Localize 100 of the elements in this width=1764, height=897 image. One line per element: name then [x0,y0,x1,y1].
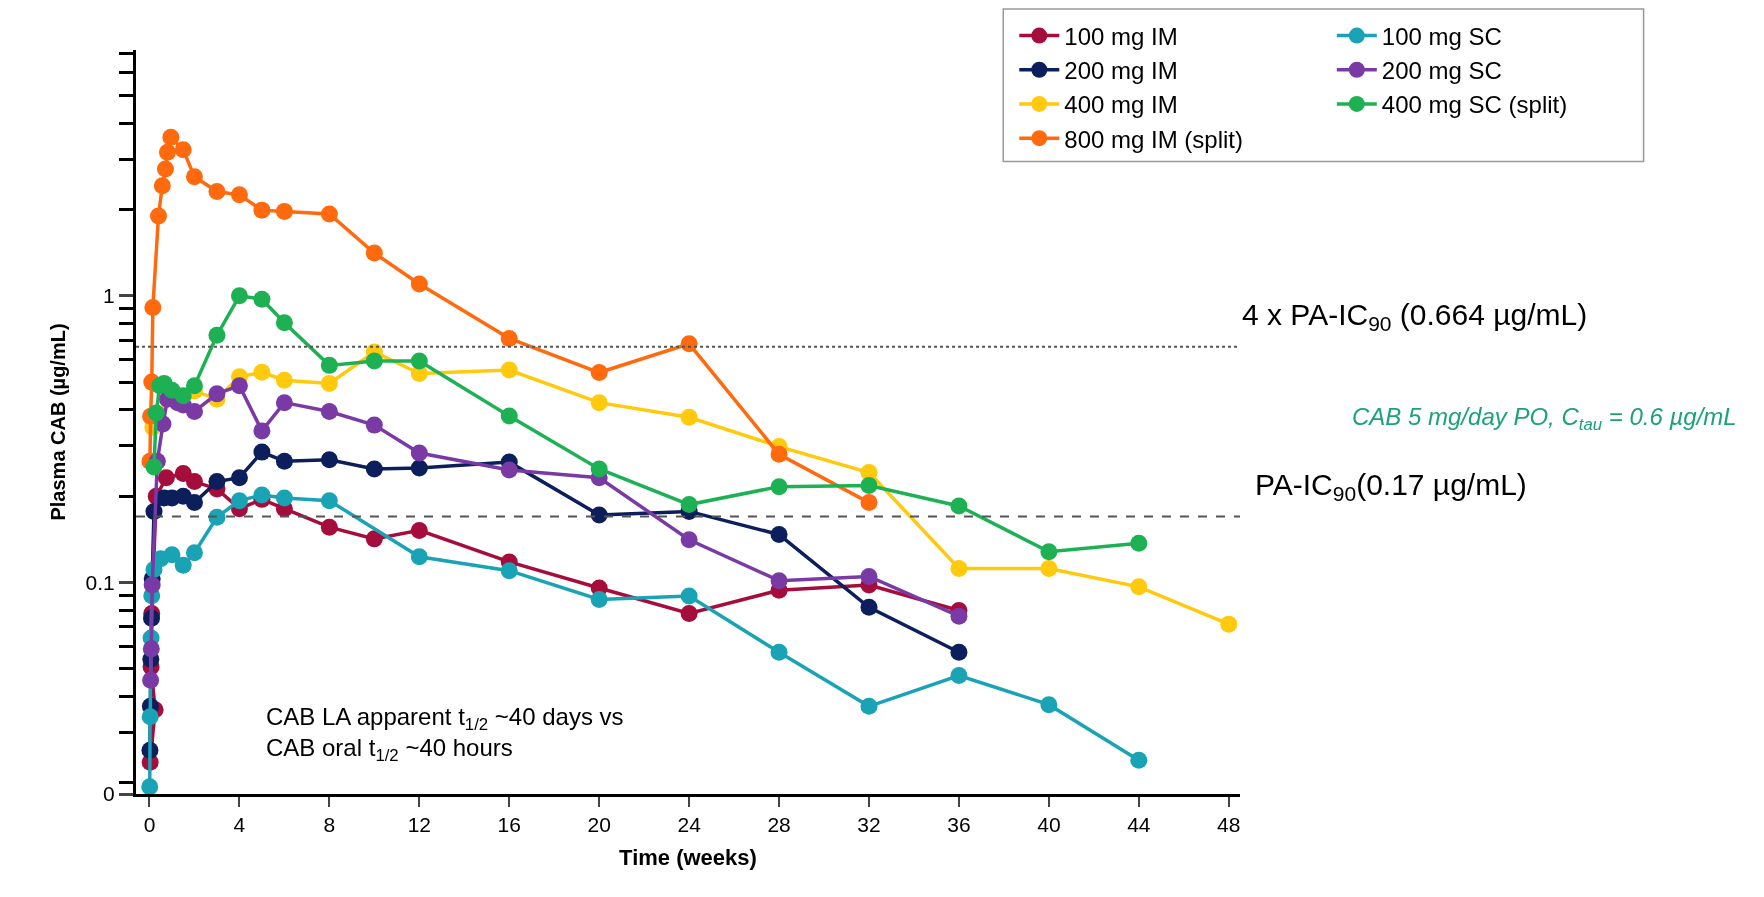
x-axis-title: Time (weeks) [619,844,757,870]
point [590,394,608,412]
point [410,444,428,462]
point [157,469,175,487]
x-tick-label: 12 [407,812,431,836]
point [208,385,226,403]
ref-line-label: 4 x PA-IC$_{90}$ (0.664 µg/mL) [1242,298,1588,336]
x-tick-label: 48 [1217,812,1241,836]
point [590,460,608,478]
point [1040,559,1058,577]
point [410,275,428,293]
point [156,160,174,178]
point [185,473,203,491]
point [320,451,338,469]
y-tick-label: 0.1 [85,570,115,594]
x-tick-label: 24 [677,812,702,836]
point [142,640,160,658]
legend-label: 400 mg SC (split) [1381,91,1568,119]
x-tick-label: 32 [857,812,881,836]
legend-label: 100 mg IM [1064,22,1178,50]
text: CAB LA apparent t$_{1/2}$ ~40 days vs CAB oral t$_{1/2}$ ~40 hours [266,703,624,766]
point [950,666,968,684]
point [275,394,293,412]
point [320,205,338,223]
point [230,492,248,510]
point [185,494,203,512]
point [174,556,192,574]
point [163,546,181,564]
point [770,478,788,496]
x-tick-label: 4 [233,812,246,836]
point [950,497,968,515]
point [174,465,192,483]
text: CAB 5 mg/day PO, C$_{tau}$ = 0.6 µg/mL [1352,403,1737,435]
point [365,460,383,478]
x-tick-label: 20 [587,812,611,836]
point [410,521,428,539]
point [145,458,163,476]
x-tick-label: 36 [947,812,971,836]
point [680,604,698,622]
point [208,473,226,491]
x-tick-label: 16 [497,812,521,836]
point [860,476,878,494]
point [142,671,160,689]
point [141,708,159,726]
point [950,643,968,661]
point [253,443,271,461]
point [174,387,192,405]
point [365,244,383,262]
point [1130,751,1148,769]
point [185,544,203,562]
point [230,186,248,204]
point [500,361,518,379]
point [365,530,383,548]
point [500,562,518,580]
point [860,494,878,512]
y-tick-label: 1 [103,284,115,308]
ref-line-label: PA-IC$_{90}$(0.17 µg/mL) [1255,468,1527,506]
point [320,356,338,374]
legend-label: 400 mg IM [1064,91,1178,119]
point [680,587,698,605]
point [275,314,293,332]
point [860,598,878,616]
point [320,374,338,392]
point [253,290,271,308]
point [1040,543,1058,561]
point [770,526,788,544]
point [1040,696,1058,714]
legend-label: 200 mg SC [1381,57,1502,85]
point [860,567,878,585]
point [1130,534,1148,552]
point [500,407,518,425]
point [950,607,968,625]
point [275,371,293,389]
point [174,141,192,159]
point [230,287,248,305]
point [500,329,518,347]
point [253,486,271,504]
point [147,404,165,422]
point [770,643,788,661]
point [320,492,338,510]
point [500,461,518,479]
point [680,496,698,514]
y-axis-title: Plasma CAB (µg/mL) [47,323,70,521]
x-tick-label: 28 [767,812,791,836]
legend-label: 800 mg IM (split) [1064,125,1244,153]
point [253,201,271,219]
x-tick-label: 8 [323,812,336,836]
point [208,326,226,344]
point [158,143,176,161]
point [208,508,226,526]
point [141,778,159,794]
point [185,168,203,186]
point [230,377,248,395]
point [143,576,161,594]
point [1220,615,1238,633]
point [253,363,271,381]
point [153,177,171,195]
point [185,377,203,395]
point [253,422,271,440]
point [185,402,203,420]
